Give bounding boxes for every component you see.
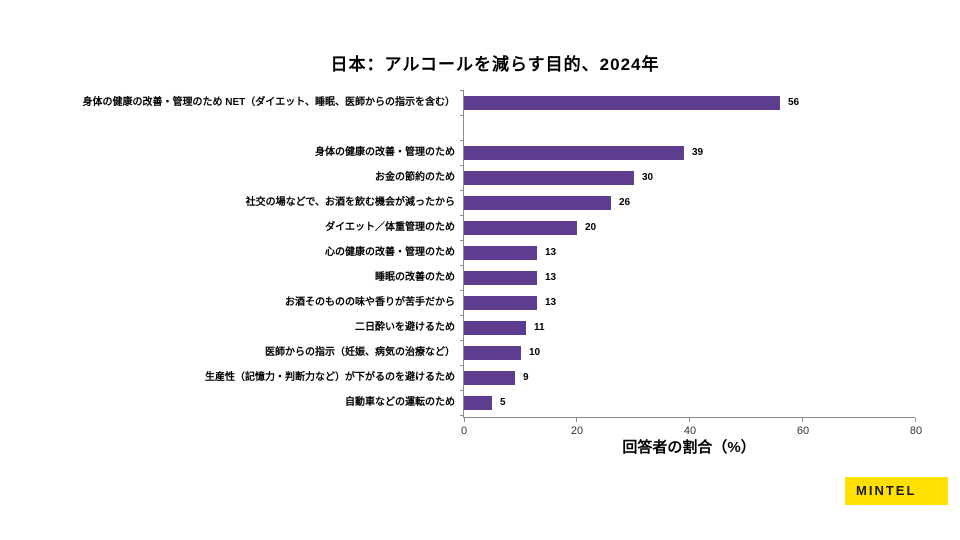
x-axis-tick-label: 40 — [683, 425, 697, 437]
y-axis-tick — [460, 290, 464, 291]
category-label: 自動車などの運転のため — [345, 397, 455, 408]
bar — [464, 246, 537, 260]
chart-title: 日本：アルコールを減らす目的、2024年 — [330, 55, 660, 74]
bar-value-label: 39 — [692, 147, 704, 158]
category-label: お金の節約のため — [375, 172, 455, 183]
y-axis-tick — [460, 390, 464, 391]
x-axis-tick — [464, 418, 465, 422]
y-axis-tick — [460, 415, 464, 416]
category-label: ダイエット／体重管理のため — [325, 222, 455, 233]
y-axis-tick — [460, 165, 464, 166]
bar — [464, 296, 537, 310]
bar-value-label: 5 — [500, 397, 506, 408]
x-axis-tick-label: 60 — [796, 425, 810, 437]
bar — [464, 196, 611, 210]
x-axis-tick — [689, 418, 690, 422]
y-axis-tick — [460, 115, 464, 116]
bar — [464, 146, 684, 160]
x-axis-tick — [576, 418, 577, 422]
bar — [464, 321, 526, 335]
category-label: 医師からの指示（妊娠、病気の治療など） — [265, 347, 455, 358]
y-axis-tick — [460, 365, 464, 366]
category-labels: 身体の健康の改善・管理のため NET（ダイエット、睡眠、医師からの指示を含む） 身… — [38, 90, 455, 418]
category-label: お酒そのものの味や香りが苦手だから — [285, 297, 455, 308]
y-axis-tick — [460, 340, 464, 341]
y-axis-tick — [460, 240, 464, 241]
y-axis-tick — [460, 90, 464, 91]
x-axis-tick-label: 80 — [909, 425, 923, 437]
x-axis-tick-label: 20 — [570, 425, 584, 437]
category-label: 睡眠の改善のため — [375, 272, 455, 283]
bar-value-label: 9 — [523, 372, 529, 383]
bar-value-label: 56 — [788, 97, 800, 108]
category-label: 心の健康の改善・管理のため — [325, 247, 455, 258]
category-label: 身体の健康の改善・管理のため — [315, 147, 455, 158]
bar — [464, 171, 634, 185]
bar — [464, 271, 537, 285]
y-axis-tick — [460, 140, 464, 141]
bar-value-label: 10 — [529, 347, 541, 358]
bar-value-label: 26 — [619, 197, 631, 208]
category-label: 二日酔いを避けるため — [355, 322, 455, 333]
y-axis-tick — [460, 190, 464, 191]
y-axis-tick — [460, 215, 464, 216]
x-axis-tick — [915, 418, 916, 422]
y-axis-tick — [460, 315, 464, 316]
bar — [464, 221, 577, 235]
category-label: 生産性（記憶力・判断力など）が下がるのを避けるため — [205, 372, 455, 383]
category-label: 社交の場などで、お酒を飲む機会が減ったから — [245, 197, 455, 208]
bar-value-label: 20 — [585, 222, 597, 233]
mintel-logo: MINTEL — [845, 477, 948, 505]
bar — [464, 96, 780, 110]
bar-value-label: 13 — [545, 272, 557, 283]
x-axis-tick-label: 0 — [460, 425, 468, 437]
bar-value-label: 30 — [642, 172, 654, 183]
y-axis-tick — [460, 265, 464, 266]
plot-area: 56 39 30 26 20 13 13 13 11 10 9 5 0 20 40 60 80 — [460, 90, 922, 437]
bar — [464, 371, 515, 385]
bar-value-label: 11 — [534, 322, 545, 333]
bar-value-label: 13 — [545, 247, 557, 258]
bar-value-label: 13 — [545, 297, 557, 308]
x-axis-tick — [802, 418, 803, 422]
bar — [464, 346, 521, 360]
x-axis-title: 回答者の割合（%） — [622, 439, 756, 456]
category-label: 身体の健康の改善・管理のため NET（ダイエット、睡眠、医師からの指示を含む） — [82, 97, 455, 108]
bar — [464, 396, 492, 410]
